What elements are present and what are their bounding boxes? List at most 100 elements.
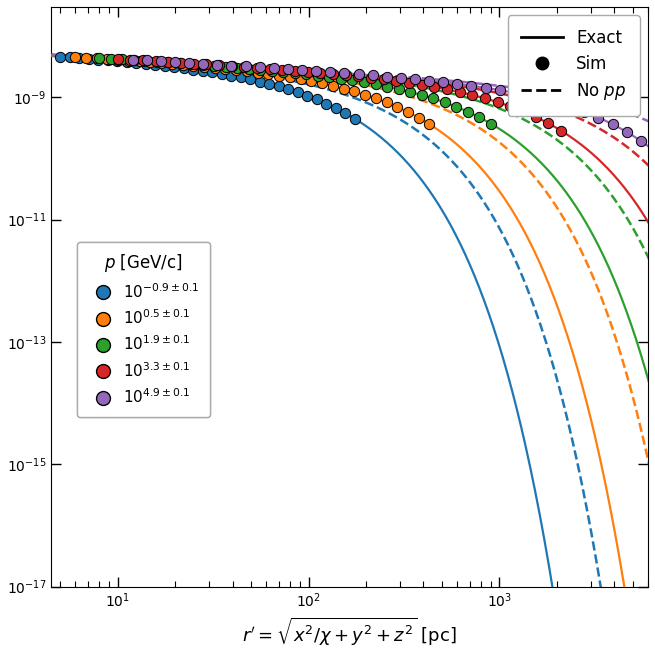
Point: [64, 52, 75, 62]
Point: [370, 79, 381, 90]
Point: [508, 88, 519, 98]
Point: [331, 103, 341, 113]
Point: [381, 97, 392, 107]
Point: [174, 58, 185, 68]
Point: [125, 54, 136, 65]
Point: [209, 60, 219, 71]
Point: [151, 56, 162, 67]
Point: [217, 69, 227, 79]
Point: [188, 60, 198, 71]
Point: [102, 54, 113, 64]
Point: [428, 93, 438, 103]
Point: [151, 56, 161, 66]
Point: [505, 102, 515, 112]
Point: [312, 94, 322, 105]
Point: [105, 54, 116, 64]
Point: [93, 54, 103, 65]
Point: [189, 58, 199, 69]
Point: [231, 65, 242, 75]
Point: [379, 74, 389, 84]
Point: [252, 63, 262, 73]
Point: [74, 53, 84, 64]
Point: [138, 55, 148, 66]
Point: [227, 61, 237, 71]
Point: [278, 66, 289, 77]
Point: [290, 66, 300, 76]
Point: [350, 113, 360, 124]
Point: [198, 66, 208, 76]
Point: [112, 56, 122, 66]
Point: [347, 75, 358, 86]
Point: [70, 52, 81, 62]
Point: [353, 71, 364, 82]
Point: [274, 71, 284, 81]
Point: [102, 55, 113, 66]
Point: [341, 70, 351, 81]
Point: [349, 86, 360, 97]
Point: [295, 74, 306, 84]
Point: [293, 87, 303, 98]
Point: [565, 102, 576, 112]
Point: [163, 57, 174, 67]
Point: [94, 52, 104, 63]
Point: [92, 53, 102, 64]
Point: [184, 58, 195, 68]
Point: [339, 68, 350, 79]
Point: [176, 58, 186, 68]
Point: [523, 90, 533, 101]
Point: [169, 62, 179, 72]
Point: [141, 55, 152, 66]
Point: [226, 60, 236, 71]
Legend: $10^{-0.9\pm0.1}$, $10^{0.5\pm0.1}$, $10^{1.9\pm0.1}$, $10^{3.3\pm0.1}$, $10^{4.: $10^{-0.9\pm0.1}$, $10^{0.5\pm0.1}$, $10…: [77, 242, 210, 417]
Point: [325, 67, 335, 77]
Point: [622, 126, 632, 137]
Point: [359, 77, 369, 88]
Point: [405, 86, 415, 97]
Point: [438, 77, 449, 87]
Point: [367, 70, 378, 81]
Point: [124, 55, 134, 66]
Point: [394, 84, 404, 94]
Point: [441, 84, 452, 94]
Point: [328, 81, 338, 91]
Point: [170, 57, 180, 67]
Point: [267, 66, 277, 76]
Point: [277, 64, 288, 75]
X-axis label: $r' = \sqrt{x^2/\chi + y^2 + z^2}$ [pc]: $r' = \sqrt{x^2/\chi + y^2 + z^2}$ [pc]: [242, 616, 457, 648]
Point: [324, 72, 335, 83]
Point: [317, 78, 328, 88]
Point: [140, 56, 151, 66]
Point: [156, 56, 166, 67]
Point: [321, 98, 331, 109]
Point: [424, 75, 434, 86]
Point: [244, 64, 254, 74]
Point: [263, 69, 274, 79]
Point: [163, 57, 174, 67]
Point: [198, 58, 208, 69]
Point: [543, 118, 553, 128]
Point: [396, 73, 406, 83]
Point: [403, 77, 414, 88]
Point: [198, 60, 208, 70]
Point: [410, 74, 421, 84]
Point: [265, 64, 275, 74]
Point: [451, 102, 461, 112]
Point: [210, 62, 220, 73]
Point: [353, 69, 364, 79]
Point: [255, 64, 265, 75]
Point: [252, 67, 263, 78]
Point: [495, 85, 505, 96]
Point: [117, 54, 127, 65]
Point: [264, 79, 274, 89]
Point: [474, 112, 485, 122]
Point: [392, 102, 403, 112]
Point: [81, 52, 91, 63]
Point: [424, 119, 435, 130]
Point: [198, 62, 209, 72]
Point: [467, 90, 477, 100]
Point: [485, 119, 496, 129]
Point: [131, 58, 141, 68]
Point: [555, 125, 566, 136]
Point: [242, 66, 252, 77]
Point: [178, 60, 188, 70]
